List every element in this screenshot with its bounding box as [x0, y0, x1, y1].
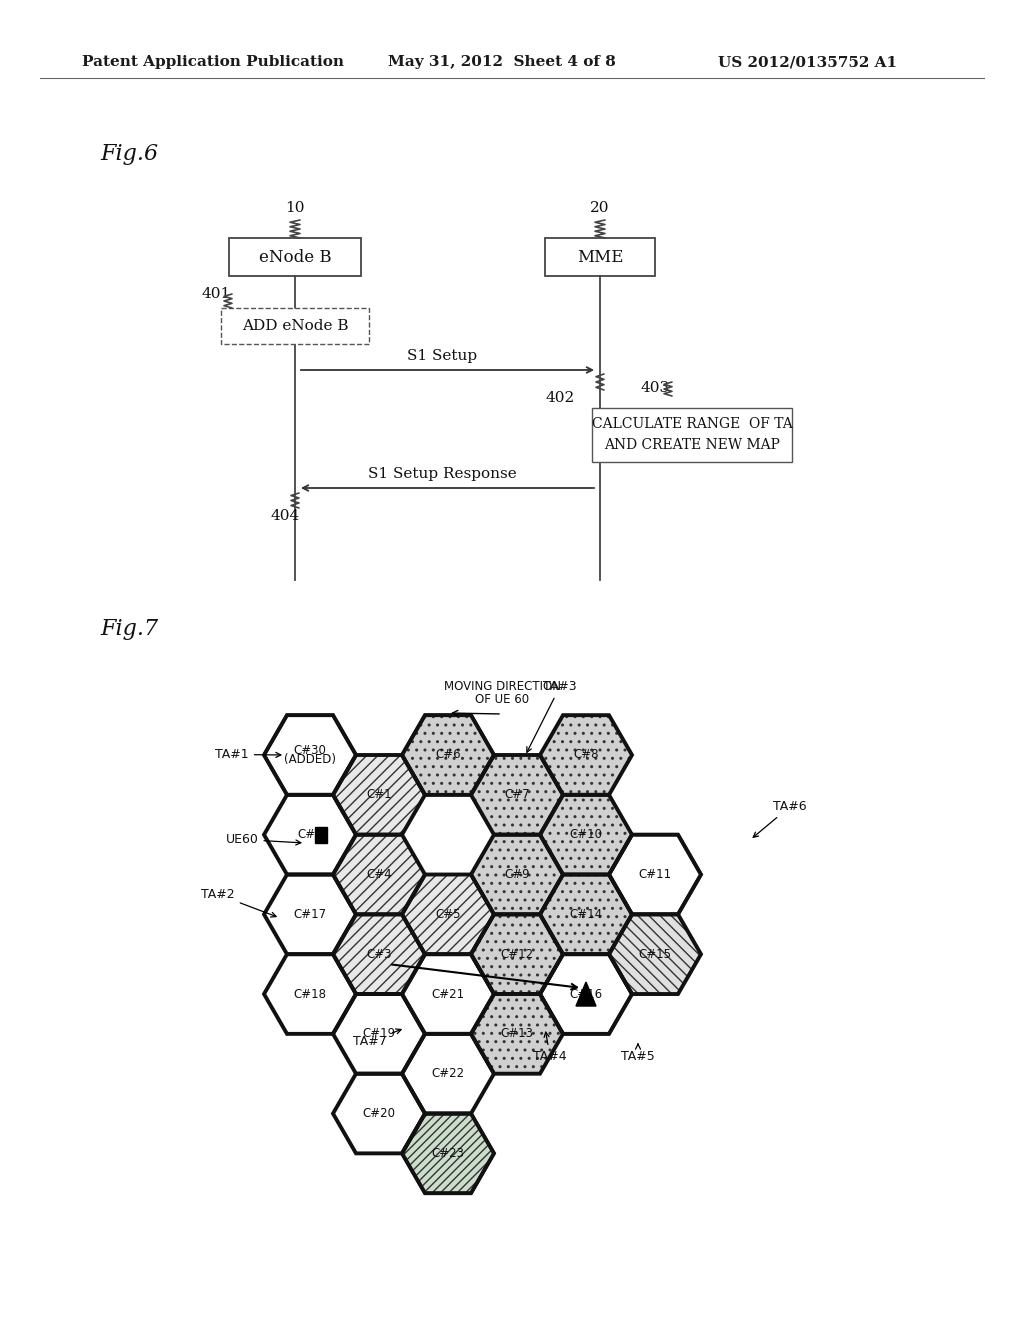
- Text: 10: 10: [286, 201, 305, 215]
- Text: ADD eNode B: ADD eNode B: [242, 319, 348, 333]
- Text: C#15: C#15: [639, 948, 672, 961]
- Polygon shape: [333, 834, 425, 915]
- Polygon shape: [402, 1034, 494, 1114]
- Text: C#12: C#12: [501, 948, 534, 961]
- Polygon shape: [333, 1073, 425, 1154]
- Bar: [315, 826, 327, 842]
- Polygon shape: [264, 795, 356, 875]
- Polygon shape: [471, 755, 563, 834]
- Text: C#14: C#14: [569, 908, 602, 921]
- Text: S1 Setup Response: S1 Setup Response: [368, 467, 517, 480]
- Text: C#5: C#5: [435, 908, 461, 921]
- Polygon shape: [540, 715, 632, 795]
- Text: C#1: C#1: [367, 788, 392, 801]
- Polygon shape: [609, 834, 701, 915]
- Text: C#21: C#21: [431, 987, 465, 1001]
- Polygon shape: [471, 915, 563, 994]
- Text: OF UE 60: OF UE 60: [475, 693, 529, 706]
- FancyBboxPatch shape: [545, 238, 655, 276]
- Polygon shape: [402, 875, 494, 954]
- Text: TA#3: TA#3: [527, 680, 577, 752]
- Text: UE60: UE60: [225, 833, 301, 846]
- Polygon shape: [402, 954, 494, 1034]
- Text: C#2: C#2: [297, 828, 323, 841]
- Text: C#19: C#19: [362, 1027, 395, 1040]
- Text: TA#1: TA#1: [215, 748, 281, 762]
- Text: CALCULATE RANGE  OF TA: CALCULATE RANGE OF TA: [592, 417, 793, 432]
- Polygon shape: [471, 834, 563, 915]
- Text: C#10: C#10: [569, 828, 602, 841]
- Polygon shape: [333, 915, 425, 994]
- Text: Patent Application Publication: Patent Application Publication: [82, 55, 344, 69]
- Text: MOVING DIRECTION: MOVING DIRECTION: [443, 680, 560, 693]
- Text: May 31, 2012  Sheet 4 of 8: May 31, 2012 Sheet 4 of 8: [388, 55, 615, 69]
- Text: TA#6: TA#6: [754, 800, 807, 837]
- Text: C#9: C#9: [504, 869, 529, 880]
- Text: C#22: C#22: [431, 1067, 465, 1080]
- Text: C#7: C#7: [504, 788, 529, 801]
- Text: eNode B: eNode B: [259, 248, 332, 265]
- Text: 404: 404: [270, 510, 300, 523]
- FancyBboxPatch shape: [229, 238, 361, 276]
- Text: 401: 401: [201, 286, 230, 301]
- Text: C#13: C#13: [501, 1027, 534, 1040]
- Polygon shape: [264, 954, 356, 1034]
- Polygon shape: [264, 715, 356, 795]
- Text: AND CREATE NEW MAP: AND CREATE NEW MAP: [604, 438, 780, 451]
- Text: 20: 20: [590, 201, 609, 215]
- Polygon shape: [333, 994, 425, 1073]
- Text: US 2012/0135752 A1: US 2012/0135752 A1: [718, 55, 897, 69]
- Polygon shape: [540, 795, 632, 875]
- Polygon shape: [540, 875, 632, 954]
- Polygon shape: [333, 755, 425, 834]
- Text: C#18: C#18: [294, 987, 327, 1001]
- Text: TA#5: TA#5: [622, 1044, 655, 1063]
- Text: C#11: C#11: [638, 869, 672, 880]
- Text: MME: MME: [577, 248, 624, 265]
- Text: C#23: C#23: [431, 1147, 465, 1160]
- Polygon shape: [264, 875, 356, 954]
- Text: TA#7: TA#7: [353, 1030, 401, 1048]
- Text: C#4: C#4: [367, 869, 392, 880]
- Polygon shape: [471, 994, 563, 1073]
- Text: Fig.7: Fig.7: [100, 618, 158, 640]
- Text: C#6: C#6: [435, 748, 461, 762]
- Polygon shape: [402, 715, 494, 795]
- Text: TA#2: TA#2: [201, 888, 276, 917]
- FancyBboxPatch shape: [221, 308, 369, 345]
- Text: C#20: C#20: [362, 1107, 395, 1121]
- Polygon shape: [609, 915, 701, 994]
- Text: C#8: C#8: [573, 748, 599, 762]
- Polygon shape: [575, 982, 596, 1006]
- Text: C#3: C#3: [367, 948, 392, 961]
- Text: 403: 403: [640, 381, 670, 395]
- FancyBboxPatch shape: [592, 408, 792, 462]
- Text: 402: 402: [546, 391, 575, 405]
- Polygon shape: [540, 954, 632, 1034]
- Text: TA#4: TA#4: [534, 1032, 567, 1063]
- Text: C#17: C#17: [294, 908, 327, 921]
- Polygon shape: [402, 1114, 494, 1193]
- Text: Fig.6: Fig.6: [100, 143, 158, 165]
- Text: S1 Setup: S1 Setup: [408, 348, 477, 363]
- Text: C#16: C#16: [569, 987, 602, 1001]
- Text: (ADDED): (ADDED): [284, 754, 336, 767]
- Text: C#30: C#30: [294, 743, 327, 756]
